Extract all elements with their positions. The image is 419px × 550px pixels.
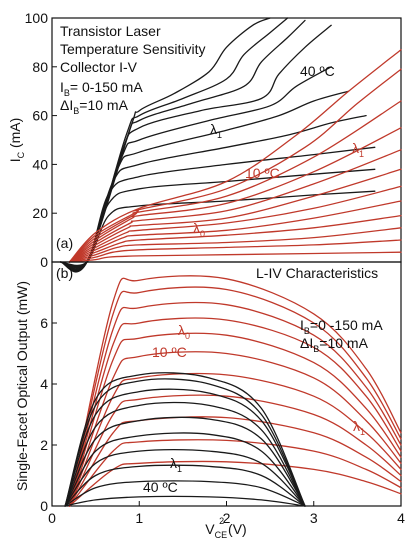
panel-a-ib-step: ΔIB=10 mA xyxy=(60,97,129,116)
panel-a-curve-s1-5 xyxy=(68,185,402,263)
panel-a-y-ticks: 0 20 40 60 80 100 xyxy=(25,10,57,270)
panel-a-label-lambda0-red: λ0 xyxy=(193,220,205,239)
panel-b-x-tick-label: 0 xyxy=(48,510,56,526)
panel-a-annotation-line-2: Temperature Sensitivity xyxy=(60,41,206,57)
panel-a-curve-s1-2 xyxy=(68,227,402,263)
panel-b-curve-s1-9 xyxy=(64,372,306,507)
panel-b-y-axis-label: Single-Facet Optical Output (mW) xyxy=(14,281,30,491)
panel-a-y-tick-label: 80 xyxy=(32,59,48,75)
panel-b-curve-s1-0 xyxy=(64,495,306,507)
panel-a-label-lambda1-black: λ1 xyxy=(210,121,222,140)
panel-a-y-tick-label: 20 xyxy=(32,205,48,221)
panel-a-curve-s1-7 xyxy=(68,149,402,263)
panel-a-curve-s1-4 xyxy=(68,200,402,263)
panel-a-curve-s1-6 xyxy=(68,168,402,263)
panel-b-curve-s0-1 xyxy=(68,439,402,507)
panel-a-curve-s1-10 xyxy=(68,68,402,263)
panel-a-curve-s1-9 xyxy=(68,100,402,263)
panel-a-y-tick-label: 0 xyxy=(40,254,48,270)
panel-b-label: (b) xyxy=(56,265,73,281)
panel-a-curve-s1-11 xyxy=(68,49,402,263)
panel-b-y-tick-label: 4 xyxy=(40,376,48,392)
panel-b-label-lambda1-black: λ1 xyxy=(170,455,182,474)
panel-b-curve-s1-6 xyxy=(64,401,306,507)
panel-a-curve-s1-3 xyxy=(68,214,402,263)
panel-b-x-ticks: 0 1 2 3 4 xyxy=(48,501,405,526)
panel-b-curve-s0-10 xyxy=(68,275,402,507)
panel-a-y-tick-label: 60 xyxy=(32,108,48,124)
panel-b-y-tick-label: 2 xyxy=(40,437,48,453)
panel-a-curve-s0-4 xyxy=(60,90,350,270)
panel-b-curve-s1-5 xyxy=(64,416,306,507)
panel-b-curve-s1-1 xyxy=(64,480,306,507)
panel-b-curve-s1-8 xyxy=(64,378,306,507)
panel-a-label-40c: 40 ºC xyxy=(300,63,335,79)
panel-b-label-40c: 40 ºC xyxy=(143,479,178,495)
panel-b-y-tick-label: 0 xyxy=(40,498,48,514)
panel-b-title: L-IV Characteristics xyxy=(256,265,378,281)
panel-b: 0 2 4 6 0 1 2 3 4 Single-Facet Optical Output (… xyxy=(14,261,405,540)
panel-a-label-10c: 10 ºC xyxy=(245,165,280,181)
panel-b-curve-s0-7 xyxy=(68,317,402,507)
panel-b-curve-s0-8 xyxy=(68,301,402,507)
panel-a-curve-s1-8 xyxy=(68,127,402,263)
panel-a-curve-s1-1 xyxy=(68,239,402,263)
panel-a: 0 20 40 60 80 100 IC (mA) Transistor Laser Te… xyxy=(7,10,402,273)
panel-b-y-ticks: 0 2 4 6 xyxy=(40,315,57,514)
panel-a-ib-range: IB= 0-150 mA xyxy=(60,79,143,98)
panel-b-x-tick-label: 3 xyxy=(310,510,318,526)
panel-a-annotation-line-1: Transistor Laser xyxy=(60,23,161,39)
panel-b-x-tick-label: 4 xyxy=(397,510,405,526)
panel-a-annotation-line-3: Collector I-V xyxy=(60,59,138,75)
panel-b-ib-range: IB=0 -150 mA xyxy=(300,317,383,336)
panel-a-y-tick-label: 40 xyxy=(32,156,48,172)
panel-a-y-tick-label: 100 xyxy=(25,10,49,26)
panel-b-curve-s0-4 xyxy=(68,372,402,507)
panel-b-x-tick-label: 2 xyxy=(223,510,231,526)
panel-b-x-tick-label: 1 xyxy=(135,510,143,526)
panel-b-curve-s1-7 xyxy=(64,388,306,507)
panel-a-label: (a) xyxy=(56,235,73,251)
panel-a-curves xyxy=(60,17,402,273)
panel-a-curve-s0-9 xyxy=(60,17,271,273)
panel-b-curve-s0-2 xyxy=(68,416,402,507)
panel-b-label-lambda1-red: λ1 xyxy=(353,418,365,437)
panel-a-label-lambda1-red: λ1 xyxy=(352,140,364,159)
panel-b-curve-s1-4 xyxy=(64,432,306,507)
panel-b-curve-s1-3 xyxy=(64,448,306,507)
panel-b-x-axis-label: VCE2 (V) xyxy=(205,516,246,540)
panel-b-y-tick-label: 6 xyxy=(40,315,48,331)
panel-b-label-lambda0-red: λ0 xyxy=(178,322,190,341)
panel-b-curve-s0-9 xyxy=(68,286,402,507)
panel-b-curve-s0-6 xyxy=(68,332,402,507)
panel-b-label-10c: 10 ºC xyxy=(152,344,187,360)
panel-a-curve-s0-1 xyxy=(60,168,376,267)
panel-b-curve-s1-2 xyxy=(64,464,306,507)
panel-b-ib-step: ΔIB=10 mA xyxy=(300,335,369,354)
panel-b-curves xyxy=(64,275,402,507)
panel-a-curve-s1-0 xyxy=(68,251,402,263)
panel-a-y-axis-label: IC (mA) xyxy=(7,118,26,163)
